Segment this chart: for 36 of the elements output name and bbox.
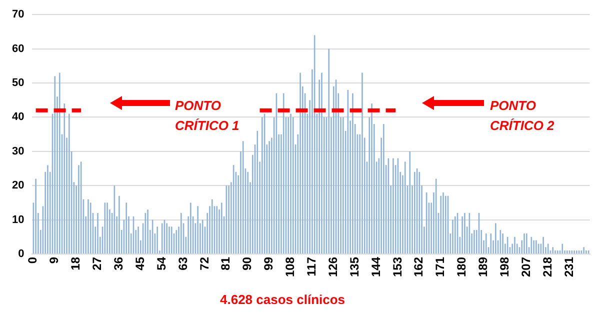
x-tick-label: 153 [390,256,404,278]
annotation: PONTO CRÍTICO 1 [175,97,240,135]
x-tick-label: 63 [176,256,190,270]
x-tick-label: 18 [68,256,83,270]
x-tick-label: 117 [304,256,319,276]
y-tick-label: 30 [12,145,24,158]
x-tick-label: 207 [518,256,533,278]
x-tick-label: 9 [47,256,62,264]
x-tick-label: 81 [218,256,233,270]
y-tick-label: 50 [12,77,24,90]
x-tick-label: 135 [347,256,362,278]
x-tick-label: 45 [132,256,147,270]
x-tick-label: 198 [498,256,512,278]
x-tick-label: 72 [197,256,212,270]
y-tick-label: 70 [12,8,24,21]
y-tick-label: 60 [12,42,24,55]
x-tick-label: 54 [154,256,168,270]
x-tick-label: 180 [454,256,469,278]
x-tick-label: 144 [368,256,383,278]
x-tick-label: 27 [90,256,104,270]
x-tick-label: 99 [262,256,276,270]
x-tick-label: 108 [283,256,298,278]
x-tick-label: 0 [26,256,40,264]
annotation: PONTO CRÍTICO 2 [490,97,556,135]
text: 4.628 casos clínicos [220,292,346,307]
x-tick-label: 90 [240,256,254,270]
x-tick-label: 218 [540,256,554,278]
y-tick-label: 20 [12,180,24,192]
x-tick-label: 189 [476,256,490,278]
x-tick-label: 36 [112,256,126,270]
x-tick-label: 231 [562,256,576,278]
x-tick-label: 162 [412,256,426,278]
x-tick-label: 171 [433,256,448,278]
y-tick-label: 10 [12,214,24,226]
x-tick-label: 126 [326,256,340,278]
y-tick-label: 40 [12,111,24,124]
